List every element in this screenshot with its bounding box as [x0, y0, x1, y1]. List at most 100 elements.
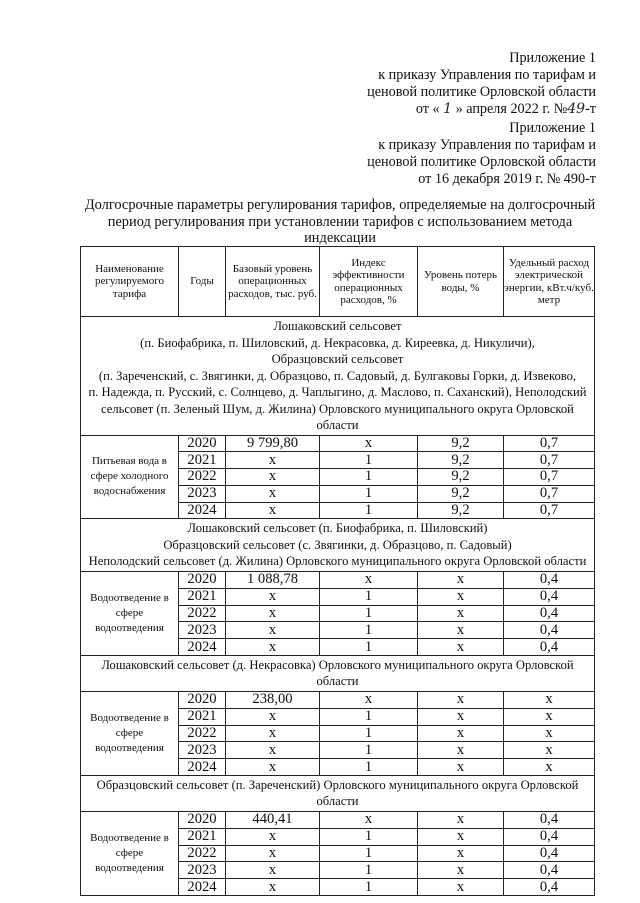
section-heading-line: Образцовский сельсовет (с. Звягинки, д. … — [163, 537, 512, 552]
base-opex-cell: х — [225, 827, 320, 846]
year-cell: 2022 — [178, 844, 226, 863]
tariff-name-cell: Водоотведение в сфере водоотведения — [80, 810, 179, 896]
efficiency-index-cell: х — [319, 810, 418, 829]
base-opex-cell: х — [225, 878, 320, 896]
section-heading-row: Лошаковский сельсовет (п. Биофабрика, п. … — [80, 316, 595, 436]
table-row: 2024 х 1 9,2 0,7 — [81, 501, 595, 520]
table-row: Водоотведение в сфере водоотведения 2020 4… — [80, 810, 595, 896]
section-heading: Лошаковский сельсовет (п. Биофабрика, п. … — [80, 316, 595, 436]
table-row: 2022 х 1 х х — [81, 724, 595, 743]
base-opex-cell: 440,41 — [225, 810, 320, 829]
year-cell: 2022 — [178, 604, 226, 623]
year-cell: 2021 — [178, 451, 226, 470]
section-heading-row: Образцовский сельсовет (п. Зареченский) … — [80, 774, 595, 812]
energy-consumption-cell: 0,4 — [503, 604, 595, 623]
table-row: 2021 х 1 х 0,4 — [81, 827, 595, 846]
tariff-name-cell: Водоотведение в сфере водоотведения — [80, 690, 179, 776]
appendix-line: ценовой политике Орловской области — [367, 154, 596, 170]
efficiency-index-cell: 1 — [319, 468, 418, 486]
column-header: Удельный расход электрической энергии, к… — [503, 246, 595, 317]
appendix-line: ценовой политике Орловской области — [367, 84, 596, 100]
efficiency-index-cell: 1 — [319, 707, 418, 726]
parameters-table: Наименование регулируемого тарифа Годы Баз… — [80, 246, 595, 896]
energy-consumption-cell: х — [503, 724, 595, 743]
efficiency-index-cell: 1 — [319, 844, 418, 863]
appendix-line: Приложение 1 — [509, 50, 596, 66]
table-row: 2022 х 1 х 0,4 — [81, 844, 595, 863]
base-opex-cell: х — [225, 621, 320, 640]
year-cell: 2023 — [178, 484, 226, 503]
section-heading-line: сельсовет (п. Зеленый Шум, д. Жилина) Ор… — [101, 401, 574, 433]
water-loss-cell: х — [417, 878, 504, 896]
energy-consumption-cell: х — [503, 741, 595, 760]
water-loss-cell: х — [417, 861, 504, 880]
year-cell: 2022 — [178, 724, 226, 743]
table-row: 2022 х 1 9,2 0,7 — [81, 468, 595, 486]
column-header: Наименование регулируемого тарифа — [80, 246, 179, 317]
efficiency-index-cell: 1 — [319, 741, 418, 760]
efficiency-index-cell: х — [319, 690, 418, 709]
energy-consumption-cell: х — [503, 690, 595, 709]
water-loss-cell: х — [417, 621, 504, 640]
base-opex-cell: х — [225, 638, 320, 656]
year-cell: 2023 — [178, 741, 226, 760]
section-heading-line: Лошаковский сельсовет (п. Биофабрика, п.… — [187, 521, 488, 536]
table-row: 2023 х 1 х 0,4 — [81, 621, 595, 640]
date-middle: » апреля 2022 г. № — [455, 101, 568, 117]
appendix-new: Приложение 1 к приказу Управления по тар… — [367, 50, 596, 118]
base-opex-cell: х — [225, 587, 320, 606]
water-loss-cell: 9,2 — [417, 451, 504, 470]
column-header: Базовый уровень операционных расходов, т… — [225, 246, 320, 317]
section-heading-row: Лошаковский сельсовет (п. Биофабрика, п.… — [80, 518, 595, 572]
column-header: Индекс эффективности операционных расход… — [319, 246, 418, 317]
table-row: Питьевая вода в сфере холодного водоснаб… — [80, 434, 595, 520]
efficiency-index-cell: 1 — [319, 621, 418, 640]
table-row: 2022 х 1 х 0,4 — [81, 604, 595, 623]
water-loss-cell: х — [417, 758, 504, 776]
water-loss-cell: х — [417, 604, 504, 623]
water-loss-cell: х — [417, 690, 504, 709]
base-opex-cell: 1 088,78 — [225, 570, 320, 589]
energy-consumption-cell: 0,4 — [503, 570, 595, 589]
energy-consumption-cell: 0,4 — [503, 844, 595, 863]
efficiency-index-cell: х — [319, 570, 418, 589]
efficiency-index-cell: 1 — [319, 827, 418, 846]
section-heading-line: Лошаковский сельсовет (д. Некрасовка) Ор… — [101, 657, 574, 689]
table-row: 2024 х 1 х 0,4 — [81, 878, 595, 896]
energy-consumption-cell: 0,4 — [503, 827, 595, 846]
efficiency-index-cell: 1 — [319, 861, 418, 880]
water-loss-cell: 9,2 — [417, 434, 504, 453]
year-cell: 2024 — [178, 638, 226, 656]
efficiency-index-cell: 1 — [319, 484, 418, 503]
efficiency-index-cell: 1 — [319, 451, 418, 470]
handwritten-day: 1 — [443, 101, 453, 117]
efficiency-index-cell: 1 — [319, 604, 418, 623]
energy-consumption-cell: х — [503, 758, 595, 776]
section-heading-line: (п. Биофабрика, п. Шиловский, д. Некрасо… — [140, 335, 535, 350]
section-heading: Лошаковский сельсовет (п. Биофабрика, п.… — [80, 518, 595, 572]
base-opex-cell: х — [225, 484, 320, 503]
efficiency-index-cell: х — [319, 434, 418, 453]
year-cell: 2024 — [178, 758, 226, 776]
water-loss-cell: х — [417, 570, 504, 589]
column-header: Годы — [178, 246, 226, 317]
water-loss-cell: 9,2 — [417, 484, 504, 503]
energy-consumption-cell: 0,7 — [503, 484, 595, 503]
energy-consumption-cell: 0,7 — [503, 468, 595, 486]
appendix-line: Приложение 1 — [509, 120, 596, 136]
energy-consumption-cell: 0,4 — [503, 621, 595, 640]
efficiency-index-cell: 1 — [319, 758, 418, 776]
year-cell: 2021 — [178, 827, 226, 846]
section-heading-line: Образцовский сельсовет — [271, 352, 404, 366]
year-cell: 2023 — [178, 621, 226, 640]
appendix-line: от 16 декабря 2019 г. № 490-т — [418, 171, 596, 187]
base-opex-cell: 9 799,80 — [225, 434, 320, 453]
water-loss-cell: 9,2 — [417, 501, 504, 520]
title-line: период регулирования при установлении та… — [107, 213, 573, 230]
energy-consumption-cell: 0,4 — [503, 878, 595, 896]
water-loss-cell: х — [417, 810, 504, 829]
appendix-old: Приложение 1 к приказу Управления по тар… — [367, 120, 596, 188]
appendix-line: к приказу Управления по тарифам и — [378, 67, 596, 83]
date-prefix: от « — [415, 101, 440, 117]
document-title: Долгосрочные параметры регулирования тар… — [60, 197, 620, 247]
